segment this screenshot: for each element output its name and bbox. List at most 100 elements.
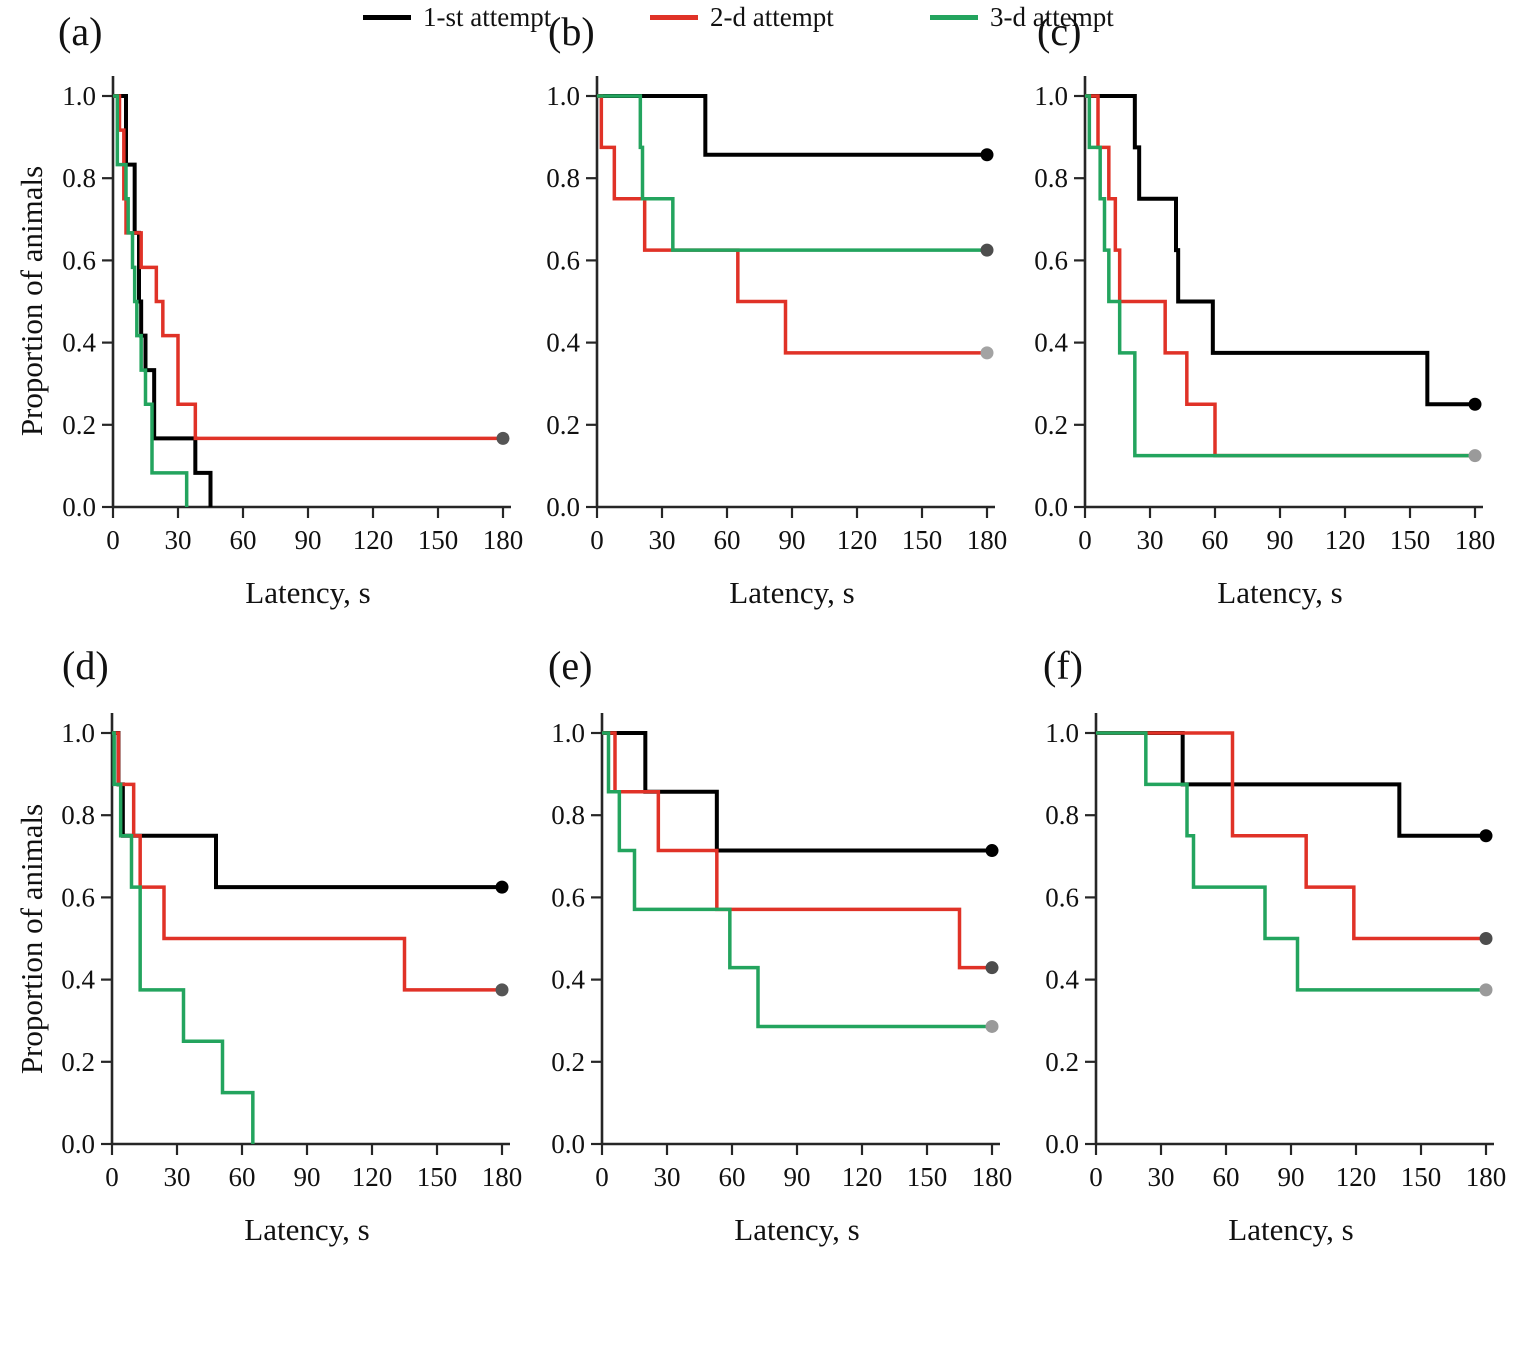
panel-d-chart: 0.0 0.2 0.4 0.6 0.8 1.0 0 30 60 90 120 150 180 Latenc… (61, 713, 522, 1247)
panel-e-chart: 0.0 0.2 0.4 0.6 0.8 1.0 0 30 60 90 120 150 180 Latenc… (551, 713, 1013, 1247)
svg-text:0.4: 0.4 (1045, 965, 1079, 995)
svg-text:1.0: 1.0 (61, 718, 95, 748)
svg-text:0.2: 0.2 (551, 1047, 585, 1077)
svg-text:0.2: 0.2 (1034, 410, 1068, 440)
first-attempt-label: 1-st attempt (423, 1, 552, 32)
svg-text:0.8: 0.8 (546, 163, 580, 193)
svg-text:0.4: 0.4 (61, 965, 95, 995)
svg-text:30: 30 (1148, 1162, 1175, 1192)
panel-label-a: (a) (58, 9, 103, 54)
svg-text:1.0: 1.0 (546, 81, 580, 111)
svg-text:30: 30 (654, 1162, 681, 1192)
svg-text:90: 90 (295, 525, 322, 555)
third-attempt-label: 3-d attempt (990, 1, 1114, 32)
svg-text:0.2: 0.2 (546, 410, 580, 440)
svg-text:0.2: 0.2 (61, 1047, 95, 1077)
svg-text:Latency, s: Latency, s (1228, 1212, 1353, 1247)
svg-text:Latency, s: Latency, s (734, 1212, 859, 1247)
svg-text:0.0: 0.0 (1045, 1129, 1079, 1159)
svg-text:120: 120 (1336, 1162, 1377, 1192)
svg-text:1.0: 1.0 (551, 718, 585, 748)
panel-b-chart: 0.0 0.2 0.4 0.6 0.8 1.0 0 30 60 90 120 150 180 Latenc… (546, 76, 1007, 610)
svg-text:180: 180 (972, 1162, 1013, 1192)
panel-a-chart: 0.0 0.2 0.4 0.6 0.8 1.0 0 30 60 90 120 150 180 Latenc… (62, 76, 524, 610)
svg-text:1.0: 1.0 (62, 81, 96, 111)
svg-text:0.4: 0.4 (546, 328, 580, 358)
svg-text:120: 120 (353, 525, 394, 555)
svg-text:0.8: 0.8 (61, 800, 95, 830)
svg-text:30: 30 (164, 1162, 191, 1192)
svg-text:30: 30 (165, 525, 192, 555)
svg-text:0: 0 (595, 1162, 609, 1192)
panel-label-f: (f) (1043, 643, 1083, 688)
svg-text:90: 90 (1278, 1162, 1305, 1192)
svg-text:60: 60 (1213, 1162, 1240, 1192)
svg-text:120: 120 (1325, 525, 1366, 555)
svg-text:0.8: 0.8 (551, 800, 585, 830)
svg-text:150: 150 (902, 525, 943, 555)
svg-text:150: 150 (907, 1162, 948, 1192)
svg-text:150: 150 (1390, 525, 1431, 555)
svg-text:0.6: 0.6 (551, 882, 585, 912)
svg-text:0.4: 0.4 (62, 328, 96, 358)
svg-text:90: 90 (294, 1162, 321, 1192)
svg-text:0: 0 (105, 1162, 119, 1192)
panel-label-c: (c) (1037, 9, 1082, 54)
svg-text:0.0: 0.0 (546, 492, 580, 522)
legend: 1-st attempt 2-d attempt 3-d attempt (0, 0, 1535, 44)
svg-text:150: 150 (1401, 1162, 1442, 1192)
svg-text:0.8: 0.8 (62, 163, 96, 193)
svg-text:0.6: 0.6 (62, 245, 96, 275)
first-attempt-line-sample (363, 14, 411, 20)
svg-text:60: 60 (719, 1162, 746, 1192)
svg-text:0.4: 0.4 (1034, 328, 1068, 358)
legend-item-first-attempt: 1-st attempt (363, 0, 551, 34)
svg-text:1.0: 1.0 (1034, 81, 1068, 111)
svg-text:60: 60 (1202, 525, 1229, 555)
svg-text:0.8: 0.8 (1034, 163, 1068, 193)
svg-text:150: 150 (418, 525, 459, 555)
svg-text:60: 60 (229, 1162, 256, 1192)
svg-text:Latency, s: Latency, s (245, 575, 370, 610)
panel-f-chart: 0.0 0.2 0.4 0.6 0.8 1.0 0 30 60 90 120 150 180 Latenc… (1045, 713, 1507, 1247)
svg-text:60: 60 (714, 525, 741, 555)
svg-text:0.6: 0.6 (61, 882, 95, 912)
svg-text:0.2: 0.2 (1045, 1047, 1079, 1077)
svg-text:180: 180 (483, 525, 524, 555)
panel-label-b: (b) (548, 9, 595, 54)
svg-text:1.0: 1.0 (1045, 718, 1079, 748)
svg-text:120: 120 (352, 1162, 393, 1192)
legend-item-third-attempt: 3-d attempt (930, 0, 1114, 34)
svg-text:90: 90 (1267, 525, 1294, 555)
legend-item-second-attempt: 2-d attempt (650, 0, 834, 34)
svg-text:0.6: 0.6 (1034, 245, 1068, 275)
svg-text:90: 90 (784, 1162, 811, 1192)
svg-text:120: 120 (837, 525, 878, 555)
svg-text:0: 0 (590, 525, 604, 555)
svg-text:0: 0 (1078, 525, 1092, 555)
svg-text:0.6: 0.6 (546, 245, 580, 275)
svg-text:0: 0 (1089, 1162, 1103, 1192)
panel-label-e: (e) (548, 643, 593, 688)
panel-c-chart: 0.0 0.2 0.4 0.6 0.8 1.0 0 30 60 90 120 150 180 Latenc… (1034, 76, 1495, 610)
svg-text:0.0: 0.0 (61, 1129, 95, 1159)
svg-text:Latency, s: Latency, s (729, 575, 854, 610)
svg-text:30: 30 (1137, 525, 1164, 555)
svg-text:0.8: 0.8 (1045, 800, 1079, 830)
svg-text:0.0: 0.0 (1034, 492, 1068, 522)
svg-text:60: 60 (230, 525, 257, 555)
svg-text:0.6: 0.6 (1045, 882, 1079, 912)
second-attempt-line-sample (650, 14, 698, 20)
third-attempt-line-sample (930, 14, 978, 20)
svg-text:Latency, s: Latency, s (1217, 575, 1342, 610)
svg-text:90: 90 (779, 525, 806, 555)
svg-text:150: 150 (417, 1162, 458, 1192)
svg-text:0.0: 0.0 (551, 1129, 585, 1159)
svg-text:0.4: 0.4 (551, 965, 585, 995)
svg-text:180: 180 (1466, 1162, 1507, 1192)
panel-label-d: (d) (62, 643, 109, 688)
svg-text:Latency, s: Latency, s (244, 1212, 369, 1247)
svg-text:0.0: 0.0 (62, 492, 96, 522)
svg-text:0: 0 (106, 525, 120, 555)
